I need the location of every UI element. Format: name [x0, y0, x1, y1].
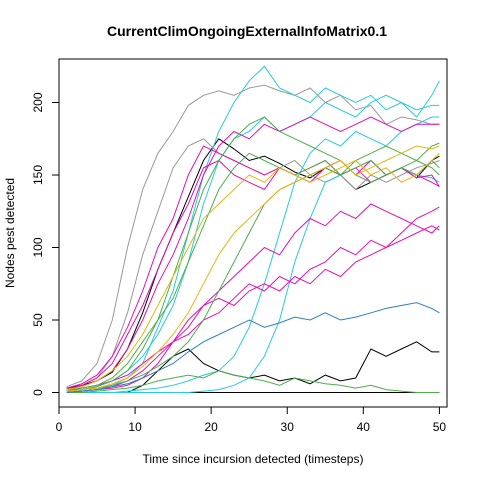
series-line-4: [66, 84, 440, 388]
y-tick-label-0: 0: [31, 389, 45, 396]
series-line-7: [66, 116, 440, 393]
series-line-16: [66, 152, 440, 391]
series-line-21: [66, 152, 440, 391]
y-axis-label: Nodes pest detected: [3, 178, 17, 288]
y-axis: 0 50 100 150 200: [31, 92, 60, 396]
y-tick-label-3: 150: [31, 165, 45, 185]
y-tick-label-2: 100: [31, 237, 45, 257]
series-line-15: [66, 116, 440, 391]
series-layer: [66, 65, 440, 393]
series-line-18: [66, 116, 440, 392]
x-axis: 0 10 20 30 40 50: [56, 406, 447, 434]
x-tick-label-4: 40: [357, 420, 371, 434]
x-tick-label-1: 10: [128, 420, 142, 434]
x-axis-label: Time since incursion detected (timesteps…: [143, 452, 364, 466]
series-line-14: [66, 225, 440, 393]
x-tick-label-0: 0: [56, 420, 63, 434]
series-line-9: [66, 159, 440, 393]
series-line-10: [66, 145, 440, 389]
series-line-22: [66, 302, 440, 393]
series-line-6: [66, 65, 440, 392]
series-line-8: [66, 94, 440, 392]
series-line-12: [66, 203, 440, 393]
y-tick-label-1: 50: [31, 313, 45, 327]
x-tick-label-3: 30: [281, 420, 295, 434]
x-tick-label-2: 20: [204, 420, 218, 434]
series-line-20: [66, 145, 440, 392]
series-line-19: [66, 370, 440, 393]
series-line-17: [66, 145, 440, 393]
x-tick-label-5: 50: [433, 420, 447, 434]
series-line-13: [66, 206, 440, 392]
chart-title: CurrentClimOngoingExternalInfoMatrix0.1: [107, 23, 387, 39]
y-tick-label-4: 200: [31, 92, 45, 112]
